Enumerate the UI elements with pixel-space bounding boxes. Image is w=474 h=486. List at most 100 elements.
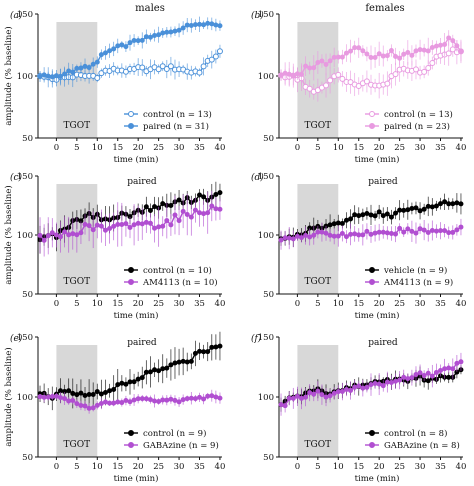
data-point <box>119 42 125 48</box>
data-point <box>66 232 72 238</box>
legend-label: GABAzine (n = 9) <box>143 440 219 451</box>
data-point <box>343 217 349 223</box>
data-point <box>356 232 362 238</box>
data-point <box>102 399 108 405</box>
panel-label: (e) <box>10 333 23 344</box>
legend-label: paired (n = 23) <box>384 121 450 132</box>
data-point <box>393 231 399 237</box>
data-point <box>376 229 382 235</box>
data-point <box>197 394 203 400</box>
data-point <box>160 397 166 403</box>
data-point <box>37 394 43 400</box>
data-point <box>433 369 439 375</box>
data-point <box>401 207 407 213</box>
data-point <box>405 49 411 55</box>
data-point <box>160 366 166 372</box>
data-point <box>450 38 456 44</box>
x-tick-label: 20 <box>374 143 385 153</box>
data-point <box>111 223 117 229</box>
column-title-females: females <box>365 3 404 14</box>
data-point <box>143 369 149 375</box>
data-point <box>417 47 423 53</box>
stimulus-label: TGOT <box>305 121 332 131</box>
data-point <box>368 382 374 388</box>
data-point <box>184 396 190 402</box>
legend-label: GABAzine (n = 8) <box>384 440 460 451</box>
data-point <box>323 82 330 89</box>
data-point <box>323 62 329 68</box>
x-tick-label: 25 <box>153 299 164 309</box>
data-point <box>201 396 207 402</box>
x-tick-label: 35 <box>194 299 205 309</box>
data-point <box>412 66 419 73</box>
data-point <box>209 203 215 209</box>
panel-e: TGOT 50 100 150 0 5 10 15 20 25 30 35 40 time (min) am… <box>3 331 225 484</box>
data-point <box>66 388 72 394</box>
data-point <box>327 77 334 84</box>
data-point <box>94 402 100 408</box>
x-tick-label: 30 <box>415 299 426 309</box>
data-point <box>152 204 158 210</box>
y-tick-label: 50 <box>22 134 33 144</box>
data-point <box>74 232 80 238</box>
data-point <box>123 398 129 404</box>
series-a-1: paired (n = 31) <box>37 16 223 132</box>
data-point <box>388 48 394 54</box>
y-tick-label: 100 <box>258 72 274 82</box>
data-point <box>135 396 141 402</box>
panel-a: TGOT 50 100 150 0 5 10 15 20 25 30 35 40 time (min) am… <box>3 10 225 165</box>
data-point <box>127 40 133 46</box>
data-point <box>339 220 345 226</box>
legend-label: control (n = 13) <box>384 109 453 120</box>
data-point <box>213 206 219 212</box>
data-point <box>384 211 390 217</box>
data-point <box>201 22 207 28</box>
x-tick-label: 20 <box>374 299 385 309</box>
data-point <box>388 214 394 220</box>
data-point <box>401 229 407 235</box>
data-point <box>363 78 370 85</box>
legend-label: control (n = 9) <box>143 428 206 439</box>
x-tick-label: 5 <box>315 299 320 309</box>
data-point <box>458 359 464 365</box>
data-point <box>425 64 432 71</box>
data-point <box>197 192 203 198</box>
data-point <box>450 366 456 372</box>
data-point <box>360 232 366 238</box>
data-point <box>335 220 341 226</box>
data-point <box>429 373 435 379</box>
data-point <box>205 349 211 355</box>
data-point <box>323 230 329 236</box>
data-point <box>107 388 113 394</box>
data-point <box>368 212 374 218</box>
data-point <box>164 218 170 224</box>
x-tick-label: 15 <box>112 299 123 309</box>
data-point <box>409 205 415 211</box>
data-point <box>57 395 63 401</box>
data-point <box>433 43 439 49</box>
data-point <box>397 207 403 213</box>
data-point <box>201 349 207 355</box>
y-axis-label: amplitude (% baseline) <box>3 26 14 125</box>
data-point <box>282 235 288 241</box>
panel-d: TGOT 50 100 150 0 5 10 15 20 25 30 35 40 time (min) (d… <box>251 172 466 321</box>
data-point <box>205 20 211 26</box>
data-point <box>442 42 448 48</box>
x-tick-label: 25 <box>153 143 164 153</box>
data-point <box>356 45 362 51</box>
data-point <box>405 226 411 232</box>
y-tick-label: 150 <box>17 172 33 182</box>
data-point <box>327 58 333 64</box>
data-point <box>152 367 158 373</box>
data-point <box>327 232 333 238</box>
data-point <box>438 368 444 374</box>
data-point <box>62 396 68 402</box>
data-point <box>339 230 345 236</box>
data-point <box>163 66 170 73</box>
x-tick-label: 20 <box>133 462 144 472</box>
data-point <box>425 48 431 54</box>
data-point <box>356 213 362 219</box>
data-point <box>331 54 337 60</box>
x-axis-label: time (min) <box>355 310 400 321</box>
data-point <box>433 203 439 209</box>
